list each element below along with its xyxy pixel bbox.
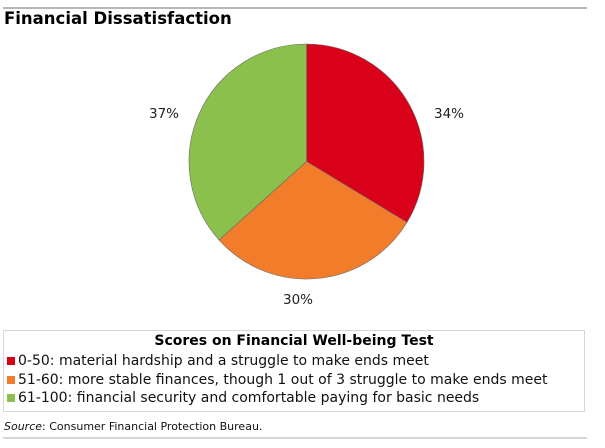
- pie-label-orange: 30%: [283, 292, 314, 308]
- chart-title: Financial Dissatisfaction: [4, 9, 232, 28]
- legend-label: 51-60: more stable finances, though 1 ou…: [18, 372, 548, 388]
- pie-slices: [188, 43, 425, 280]
- legend-swatch-red: [7, 357, 15, 365]
- pie-chart: [188, 43, 425, 280]
- legend-box: Scores on Financial Well-being Test 0-50…: [3, 330, 585, 412]
- pie-slice-green: [188, 43, 307, 241]
- source-text: : Consumer Financial Protection Bureau.: [42, 420, 263, 433]
- legend-swatch-orange: [7, 376, 15, 384]
- pie-slice-red: [306, 43, 425, 223]
- pie-label-red: 34%: [434, 106, 465, 122]
- legend-label: 0-50: material hardship and a struggle t…: [18, 353, 429, 369]
- source-prefix: Source: [4, 420, 43, 433]
- pie-slice-orange: [218, 161, 408, 280]
- legend-title: Scores on Financial Well-being Test: [154, 333, 434, 349]
- pie-label-green: 37%: [149, 106, 180, 122]
- source-note: Source: Consumer Financial Protection Bu…: [4, 420, 262, 433]
- legend-item: 61-100: financial security and comfortab…: [7, 389, 479, 407]
- top-rule: [3, 7, 587, 9]
- legend-item: 51-60: more stable finances, though 1 ou…: [7, 371, 547, 389]
- bottom-rule: [3, 437, 587, 439]
- legend-swatch-green: [7, 394, 15, 402]
- legend-item: 0-50: material hardship and a struggle t…: [7, 352, 429, 370]
- legend-label: 61-100: financial security and comfortab…: [18, 390, 480, 406]
